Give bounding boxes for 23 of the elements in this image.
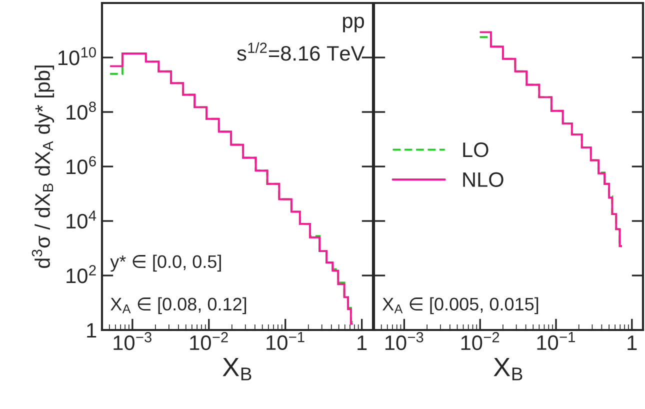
annotation: X$_{A}$ ∈ [0.08, 0.12]: [110, 297, 246, 314]
y-axis-title: d$^{3}$σ / dX$_{B}$ dX$_{A}$ dy* [pb]: [32, 66, 54, 268]
legend-label: NLO: [463, 172, 504, 188]
y-tick-label: 10$^{6}$: [66, 156, 96, 174]
annotation: y* ∈ [0.0, 0.5]: [110, 254, 221, 272]
text: pp: [343, 16, 364, 32]
legend-label: LO: [463, 142, 488, 158]
x-tick-label: 10$^{−2}$: [190, 332, 228, 350]
annotation: X$_{A}$ ∈ [0.005, 0.015]: [382, 297, 538, 314]
x-tick-label: 10$^{−1}$: [266, 332, 304, 350]
x-tick-label: 10$^{−2}$: [461, 332, 500, 350]
x-tick-label: 1: [358, 336, 367, 350]
y-tick-label: 10$^{8}$: [66, 102, 96, 120]
x-axis-title: X$_{B}$: [494, 358, 522, 380]
x-axis-title: X$_{B}$: [222, 358, 252, 380]
y-tick-label: 10$^{10}$: [58, 47, 96, 66]
x-tick-label: 10$^{−3}$: [385, 332, 424, 350]
x-tick-label: 10$^{−1}$: [537, 332, 575, 350]
x-tick-label: 10$^{−3}$: [114, 332, 152, 350]
x-tick-label: 1: [628, 336, 637, 350]
text: s$^{1/2}$=8.16 TeV: [237, 42, 365, 61]
y-tick-label: 10$^{4}$: [66, 210, 96, 229]
y-tick-label: 10$^{2}$: [66, 265, 96, 284]
